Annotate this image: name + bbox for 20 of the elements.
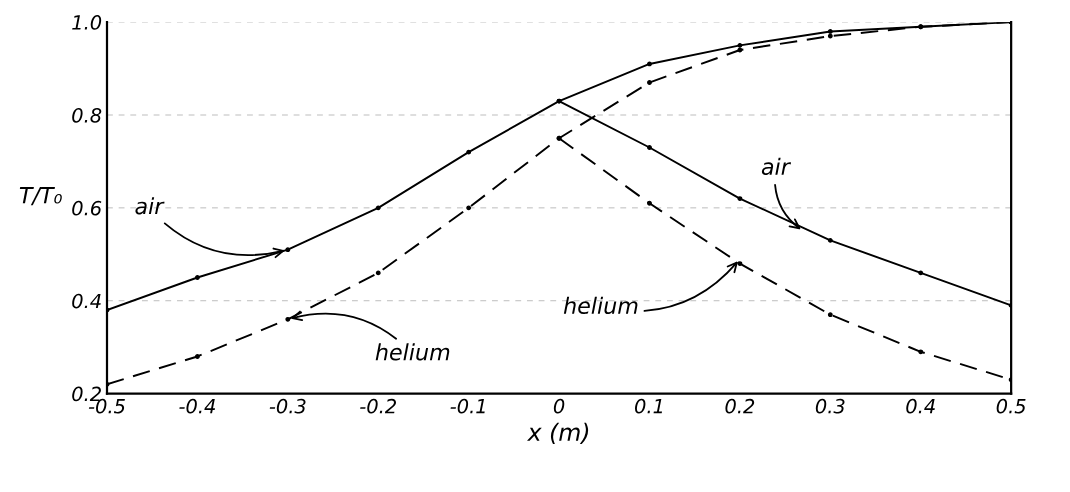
annotation: helium: [375, 343, 450, 361]
x-tick-label: 0.5: [996, 398, 1026, 414]
x-tick-label: 0.2: [725, 398, 755, 414]
x-tick-label: -0.3: [269, 398, 306, 414]
x-tick-label: 0.1: [635, 398, 663, 414]
x-tick-label: 0: [553, 398, 565, 414]
x-axis-title: x (m): [527, 422, 589, 444]
y-tick-label: 0.4: [72, 293, 101, 309]
annotation: air: [761, 157, 792, 176]
annotation: helium: [563, 296, 638, 314]
x-tick-label: 0.4: [906, 398, 935, 414]
x-tick-label: -0.2: [360, 398, 397, 414]
x-tick-label: -0.4: [179, 398, 215, 414]
x-tick-label: 0.3: [815, 398, 845, 414]
annotation: air: [135, 197, 165, 215]
y-tick-label: 0.8: [72, 107, 102, 123]
y-tick-label: 0.6: [72, 200, 102, 216]
y-tick-label: 1.0: [72, 15, 102, 30]
y-axis-title: T/T₀: [19, 187, 62, 206]
x-tick-label: -0.1: [450, 398, 485, 414]
